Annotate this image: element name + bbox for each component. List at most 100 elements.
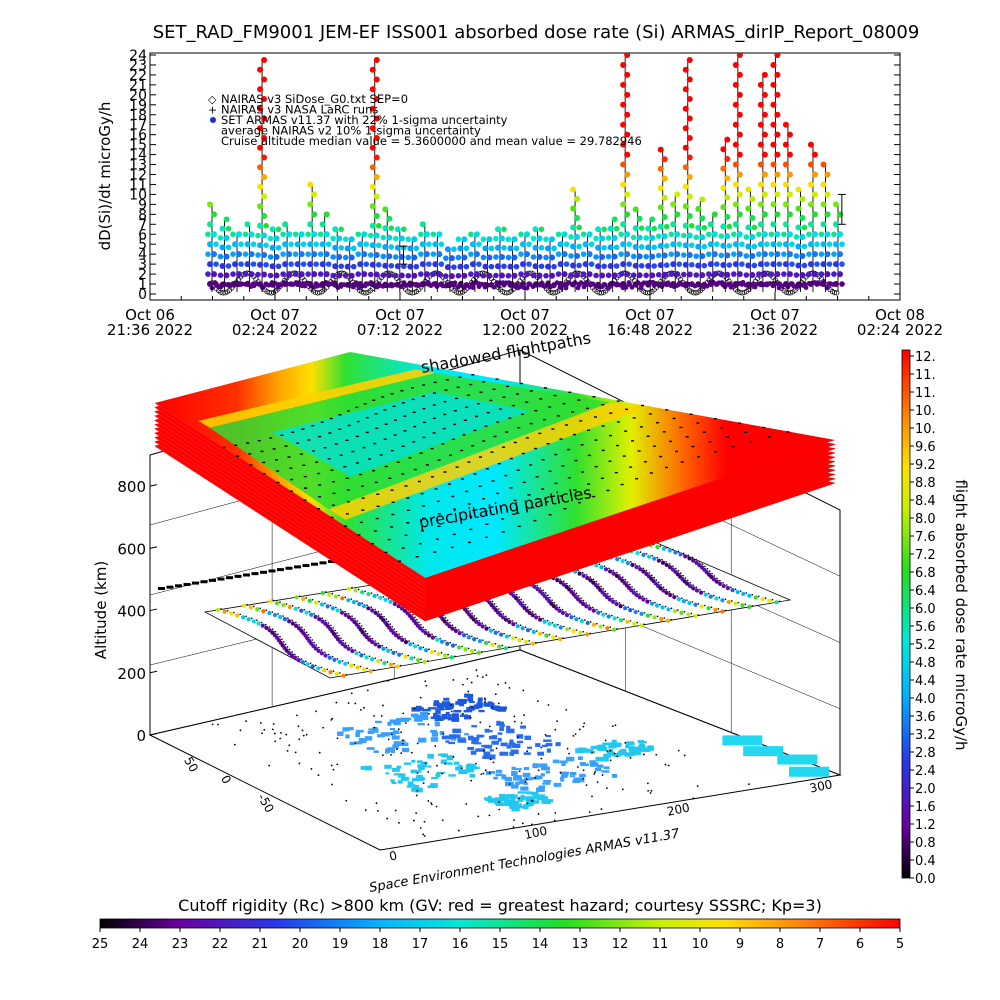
map-water-patch (500, 742, 508, 747)
orbit-track-point (558, 606, 561, 609)
map-track-dot (624, 741, 627, 744)
shadowed-flightpath-dot (393, 419, 397, 421)
orbit-track-point (287, 617, 289, 619)
shadowed-flightpath-dot (435, 538, 439, 540)
orbit-track-point (361, 602, 364, 604)
armas-point (430, 231, 437, 238)
orbit-track-point (376, 659, 381, 664)
orbit-track-point (600, 585, 602, 588)
shadowed-flightpath-dot (646, 435, 650, 437)
orbit-track-point (455, 643, 457, 646)
armas-point (393, 254, 399, 260)
shadowed-flightpath-dot (329, 417, 333, 420)
armas-point (651, 263, 657, 269)
bottom-colorbar-ticks: 25 24 23 22 21 20 19 18 17 16 15 14 13 12 11 10 9 8 7 6 5 (92, 928, 904, 952)
armas-point (706, 251, 712, 257)
map-track-dot (475, 669, 478, 672)
orbit-track-point (722, 582, 724, 584)
orbit-track-point (633, 609, 638, 615)
armas-point (632, 262, 639, 269)
orbit-track-point (538, 615, 541, 618)
map-track-dot (452, 679, 455, 681)
map-track-dot (450, 710, 453, 713)
shadowed-flightpath-dot (656, 421, 660, 424)
orbit-track-point (453, 655, 456, 658)
map-track-dot (285, 733, 288, 736)
shadowed-flightpath-dot (411, 398, 415, 401)
armas-point (682, 222, 689, 229)
armas-point (549, 254, 556, 261)
shadowed-flightpath-dot (616, 400, 620, 402)
orbit-track-point (307, 634, 310, 636)
orbit-track-point (507, 619, 512, 625)
map-track-dot (354, 702, 357, 705)
map-water-patch (410, 769, 417, 774)
map-water-patch (400, 776, 410, 781)
armas-point (824, 251, 831, 258)
orbit-track-point (449, 622, 451, 624)
orbit-track-point (676, 595, 679, 597)
shadowed-flightpath-dot (467, 503, 471, 505)
armas-point (361, 231, 368, 238)
shadowed-flightpath-dot (474, 415, 478, 418)
orbit-track-point (608, 569, 613, 574)
armas-point (682, 281, 689, 288)
orbit-track-point (350, 598, 353, 600)
armas-point (269, 244, 276, 251)
map-track-dot (467, 690, 470, 693)
map-track-dot (405, 722, 407, 724)
armas-point (388, 281, 395, 288)
armas-point (282, 281, 289, 288)
x-tick-label-date: Oct 07 (375, 306, 425, 324)
orbit-track-point (370, 639, 375, 645)
map-water-patch (392, 730, 400, 735)
map-water-patch (569, 771, 577, 776)
armas-point (624, 231, 631, 238)
y-tick-label: 24 (129, 48, 147, 64)
orbit-track-point (328, 670, 333, 675)
orbit-track-point (484, 624, 487, 627)
map-track-dot (461, 712, 464, 715)
shadowed-flightpath-dot (276, 470, 280, 472)
orbit-track-point (396, 604, 401, 609)
armas-point (282, 241, 289, 248)
armas-point (257, 66, 264, 73)
armas-point (574, 252, 581, 259)
nairas-point (693, 290, 699, 296)
armas-point (645, 262, 652, 269)
orbit-track-point (664, 590, 669, 595)
map-track-dot (504, 681, 507, 684)
map-track-dot (692, 797, 695, 800)
orbit-track-point (396, 635, 402, 640)
map-track-dot (664, 763, 667, 766)
orbit-track-point (534, 615, 539, 620)
orbit-track-point (471, 635, 473, 638)
armas-point (444, 282, 451, 289)
map-track-dot (390, 753, 392, 756)
map-water-patch (420, 716, 429, 721)
armas-point (770, 201, 777, 208)
shadowed-flightpath-dot (323, 446, 327, 449)
shadowed-flightpath-dot (372, 399, 376, 401)
armas-point (807, 281, 814, 288)
map-water-patch (486, 730, 493, 733)
armas-point (205, 251, 211, 257)
orbit-track-point (691, 586, 696, 591)
orbit-track-point (370, 606, 373, 609)
orbit-track-point (599, 565, 604, 570)
orbit-track-point (691, 558, 696, 563)
bottom-colorbar-tick-label: 16 (452, 937, 469, 952)
map-water-patch (487, 795, 492, 800)
shadowed-flightpath-dot (443, 413, 447, 416)
orbit-track-point (581, 601, 586, 607)
y-tick-label: 9 (138, 197, 147, 213)
armas-point (632, 281, 639, 288)
map-track-dot (322, 726, 325, 729)
armas-point (207, 221, 213, 228)
shadowed-flightpath-dot (513, 441, 517, 444)
armas-point (607, 244, 614, 251)
armas-point (336, 235, 343, 242)
map-water-patch (495, 773, 504, 777)
armas-point (833, 261, 839, 268)
orbit-track-point (655, 544, 660, 550)
